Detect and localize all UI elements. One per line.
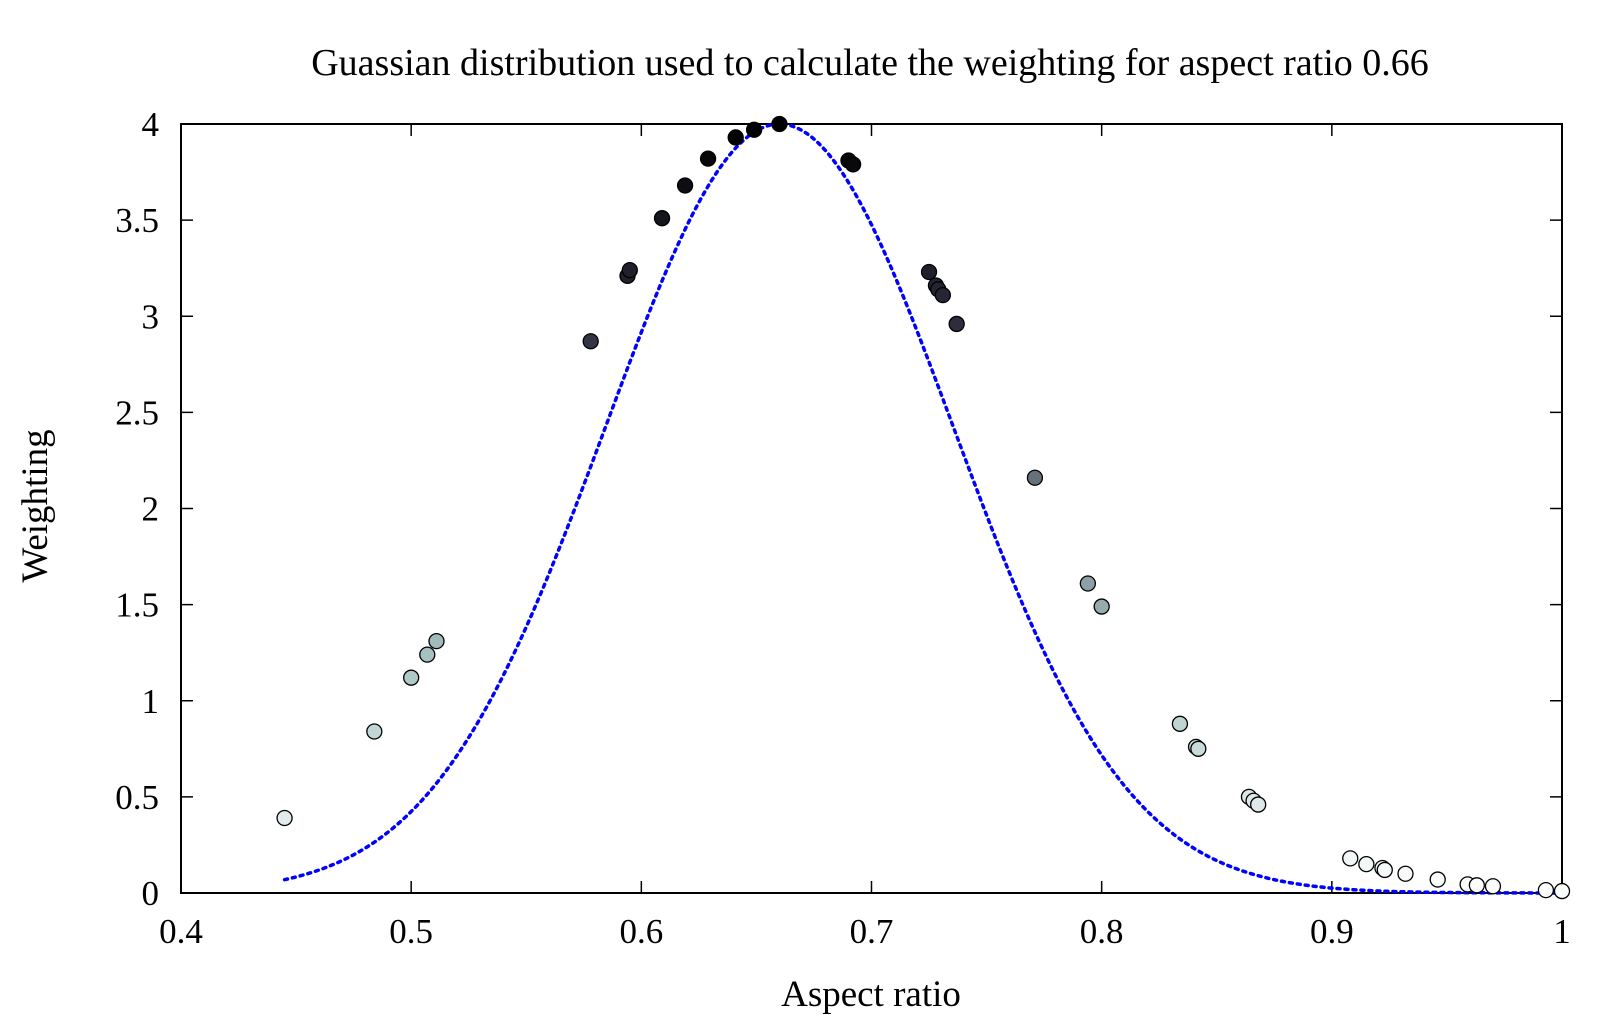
data-point	[1397, 865, 1414, 882]
x-tick-label: 0.9	[1310, 912, 1354, 951]
data-point	[934, 286, 951, 304]
y-axis-ticks: 0 0.5 1 1.5 2 2.5 3 3.5 4	[115, 105, 1562, 913]
data-point	[1190, 740, 1207, 757]
y-axis-label: Weighting	[15, 429, 56, 582]
y-tick-label: 2.5	[115, 393, 159, 432]
y-tick-label: 1	[142, 682, 160, 721]
data-point	[653, 210, 671, 227]
data-point	[1079, 575, 1097, 592]
x-tick-label: 0.6	[619, 912, 663, 951]
x-tick-label: 0.5	[389, 912, 433, 951]
data-point	[1171, 715, 1189, 732]
data-point	[699, 150, 717, 167]
data-point	[276, 809, 293, 827]
y-tick-label: 1.5	[115, 586, 159, 625]
x-tick-label: 0.8	[1080, 912, 1124, 951]
data-point	[621, 261, 638, 279]
data-point	[676, 177, 694, 194]
x-axis-ticks: 0.4 0.5 0.6 0.7 0.8 0.9 1	[159, 124, 1571, 951]
y-tick-label: 0.5	[115, 778, 159, 817]
data-point	[1484, 878, 1502, 895]
y-tick-label: 2	[142, 490, 160, 529]
data-point	[1342, 850, 1359, 867]
y-tick-label: 0	[142, 874, 160, 913]
data-point	[366, 723, 383, 740]
data-point	[948, 315, 965, 333]
data-points-layer	[276, 115, 1571, 900]
x-tick-label: 0.7	[850, 912, 894, 951]
gaussian-curve-layer	[282, 122, 1564, 895]
data-point	[403, 669, 420, 686]
x-axis-label: Aspect ratio	[781, 974, 961, 1015]
data-point	[1093, 598, 1110, 615]
data-point	[727, 129, 744, 146]
data-point	[1537, 881, 1555, 899]
plot-frame	[180, 123, 1563, 894]
data-point	[745, 121, 763, 138]
data-point	[419, 646, 436, 663]
y-tick-label: 3	[142, 297, 160, 336]
data-point	[844, 156, 862, 173]
data-point	[1250, 796, 1267, 813]
data-point	[1026, 469, 1044, 486]
data-point	[771, 115, 788, 133]
data-point	[1376, 861, 1393, 879]
y-tick-label: 4	[142, 105, 160, 144]
data-point	[920, 263, 938, 281]
y-tick-label: 3.5	[115, 201, 159, 240]
data-point	[1358, 856, 1375, 873]
x-tick-label: 1	[1553, 912, 1571, 951]
gaussian-curve-line	[282, 122, 1564, 895]
x-tick-label: 0.4	[159, 912, 203, 951]
data-point	[1468, 877, 1485, 894]
data-point	[1429, 871, 1446, 888]
data-point	[428, 633, 445, 650]
plot-border	[180, 123, 1563, 894]
data-point	[1553, 882, 1571, 900]
data-point	[582, 333, 599, 350]
chart-title: Guassian distribution used to calculate …	[311, 42, 1429, 84]
